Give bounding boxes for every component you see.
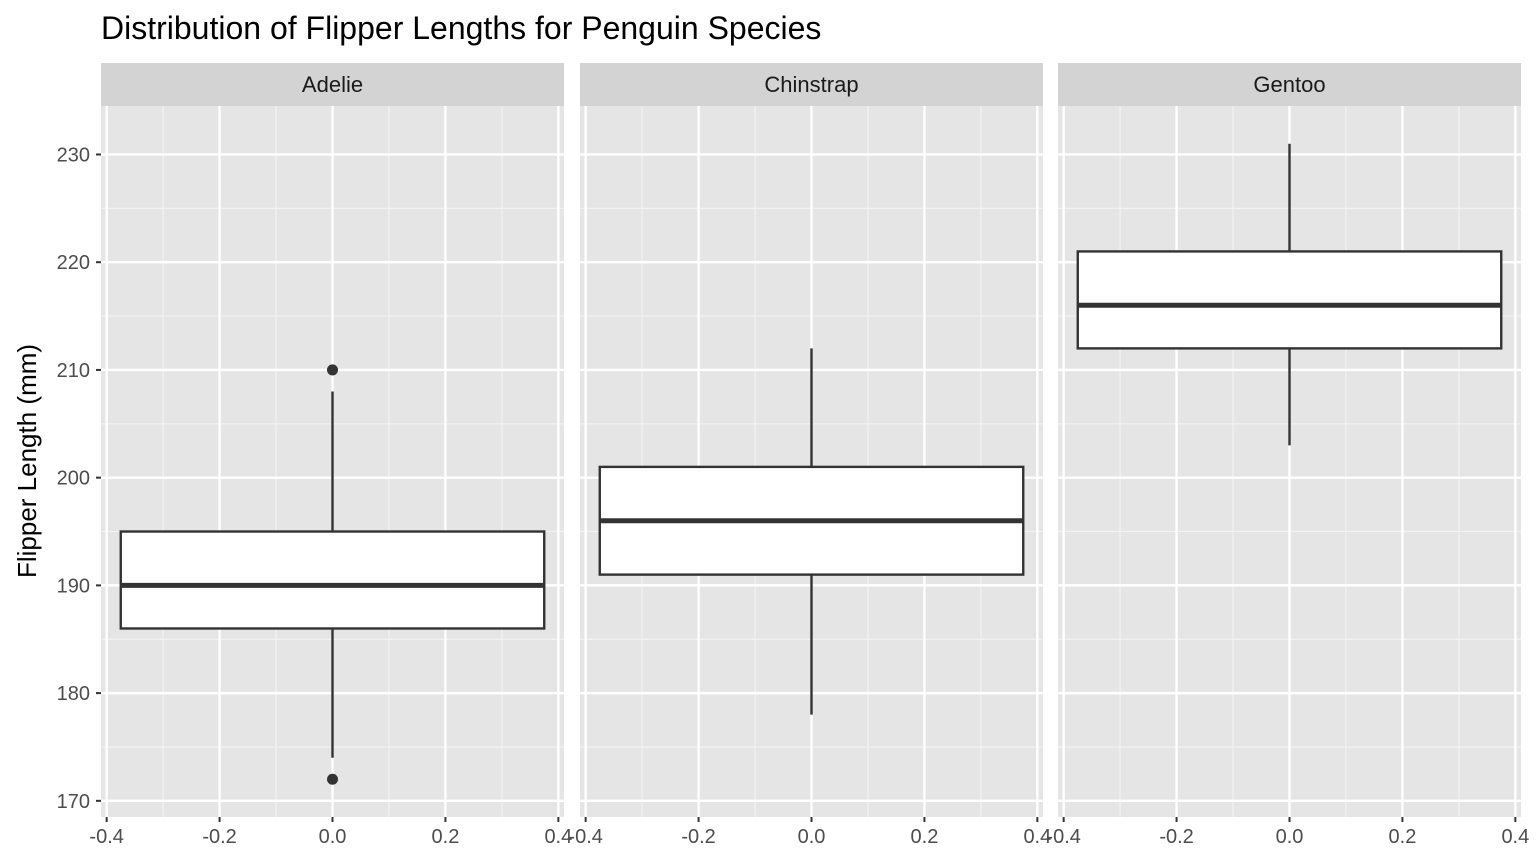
x-tick-label: 0.2 [1389,826,1417,848]
facet-strip-label: Gentoo [1253,72,1325,97]
x-tick-label: 0.4 [544,826,572,848]
outlier-point [327,364,338,376]
x-tick-label: -0.2 [202,826,236,848]
y-tick-label: 200 [57,468,90,490]
x-tick-label: 0.4 [1501,826,1529,848]
facet-panels: Adelie -0.4 -0.2 0.0 0.2 0.4 Chinstrap -0.4 -0.2… [89,63,1529,848]
facet-strip-label: Chinstrap [764,72,858,97]
x-tick-label: -0.4 [89,826,123,848]
chart-title: Distribution of Flipper Lengths for Peng… [101,10,821,46]
facet-strip [580,63,1043,106]
x-tick-label: 0.0 [798,826,826,848]
x-tick-label: 0.2 [911,826,939,848]
facet-strip [1058,63,1521,106]
x-tick-label: 0.0 [1276,826,1304,848]
x-tick-label: -0.2 [1159,826,1193,848]
y-tick-label: 220 [57,252,90,274]
box-iqr [1076,250,1503,350]
x-tick-label: -0.4 [568,826,602,848]
facet-panel-chinstrap: Chinstrap -0.4 -0.2 0.0 0.2 0.4 [568,63,1051,848]
facet-panel-gentoo: Gentoo -0.4 -0.2 0.0 0.2 0.4 [1046,63,1529,848]
y-tick-label: 230 [57,144,90,166]
y-axis-label: Flipper Length (mm) [12,344,42,578]
box-iqr [119,530,546,630]
x-tick-label: 0.4 [1023,826,1051,848]
y-tick-label: 210 [57,360,90,382]
x-tick-label: -0.4 [1046,826,1080,848]
y-tick-label: 170 [57,791,90,813]
facet-strip-label: Adelie [302,72,363,97]
y-tick-label: 190 [57,575,90,597]
x-tick-label: 0.0 [319,826,347,848]
x-tick-label: 0.2 [432,826,460,848]
outlier-point [327,773,338,785]
x-tick-label: -0.2 [681,826,715,848]
facet-panel-adelie: Adelie -0.4 -0.2 0.0 0.2 0.4 [89,63,572,848]
y-axis: 170 180 190 200 210 220 230 [57,144,101,813]
y-tick-label: 180 [57,683,90,705]
facet-strip [101,63,564,106]
